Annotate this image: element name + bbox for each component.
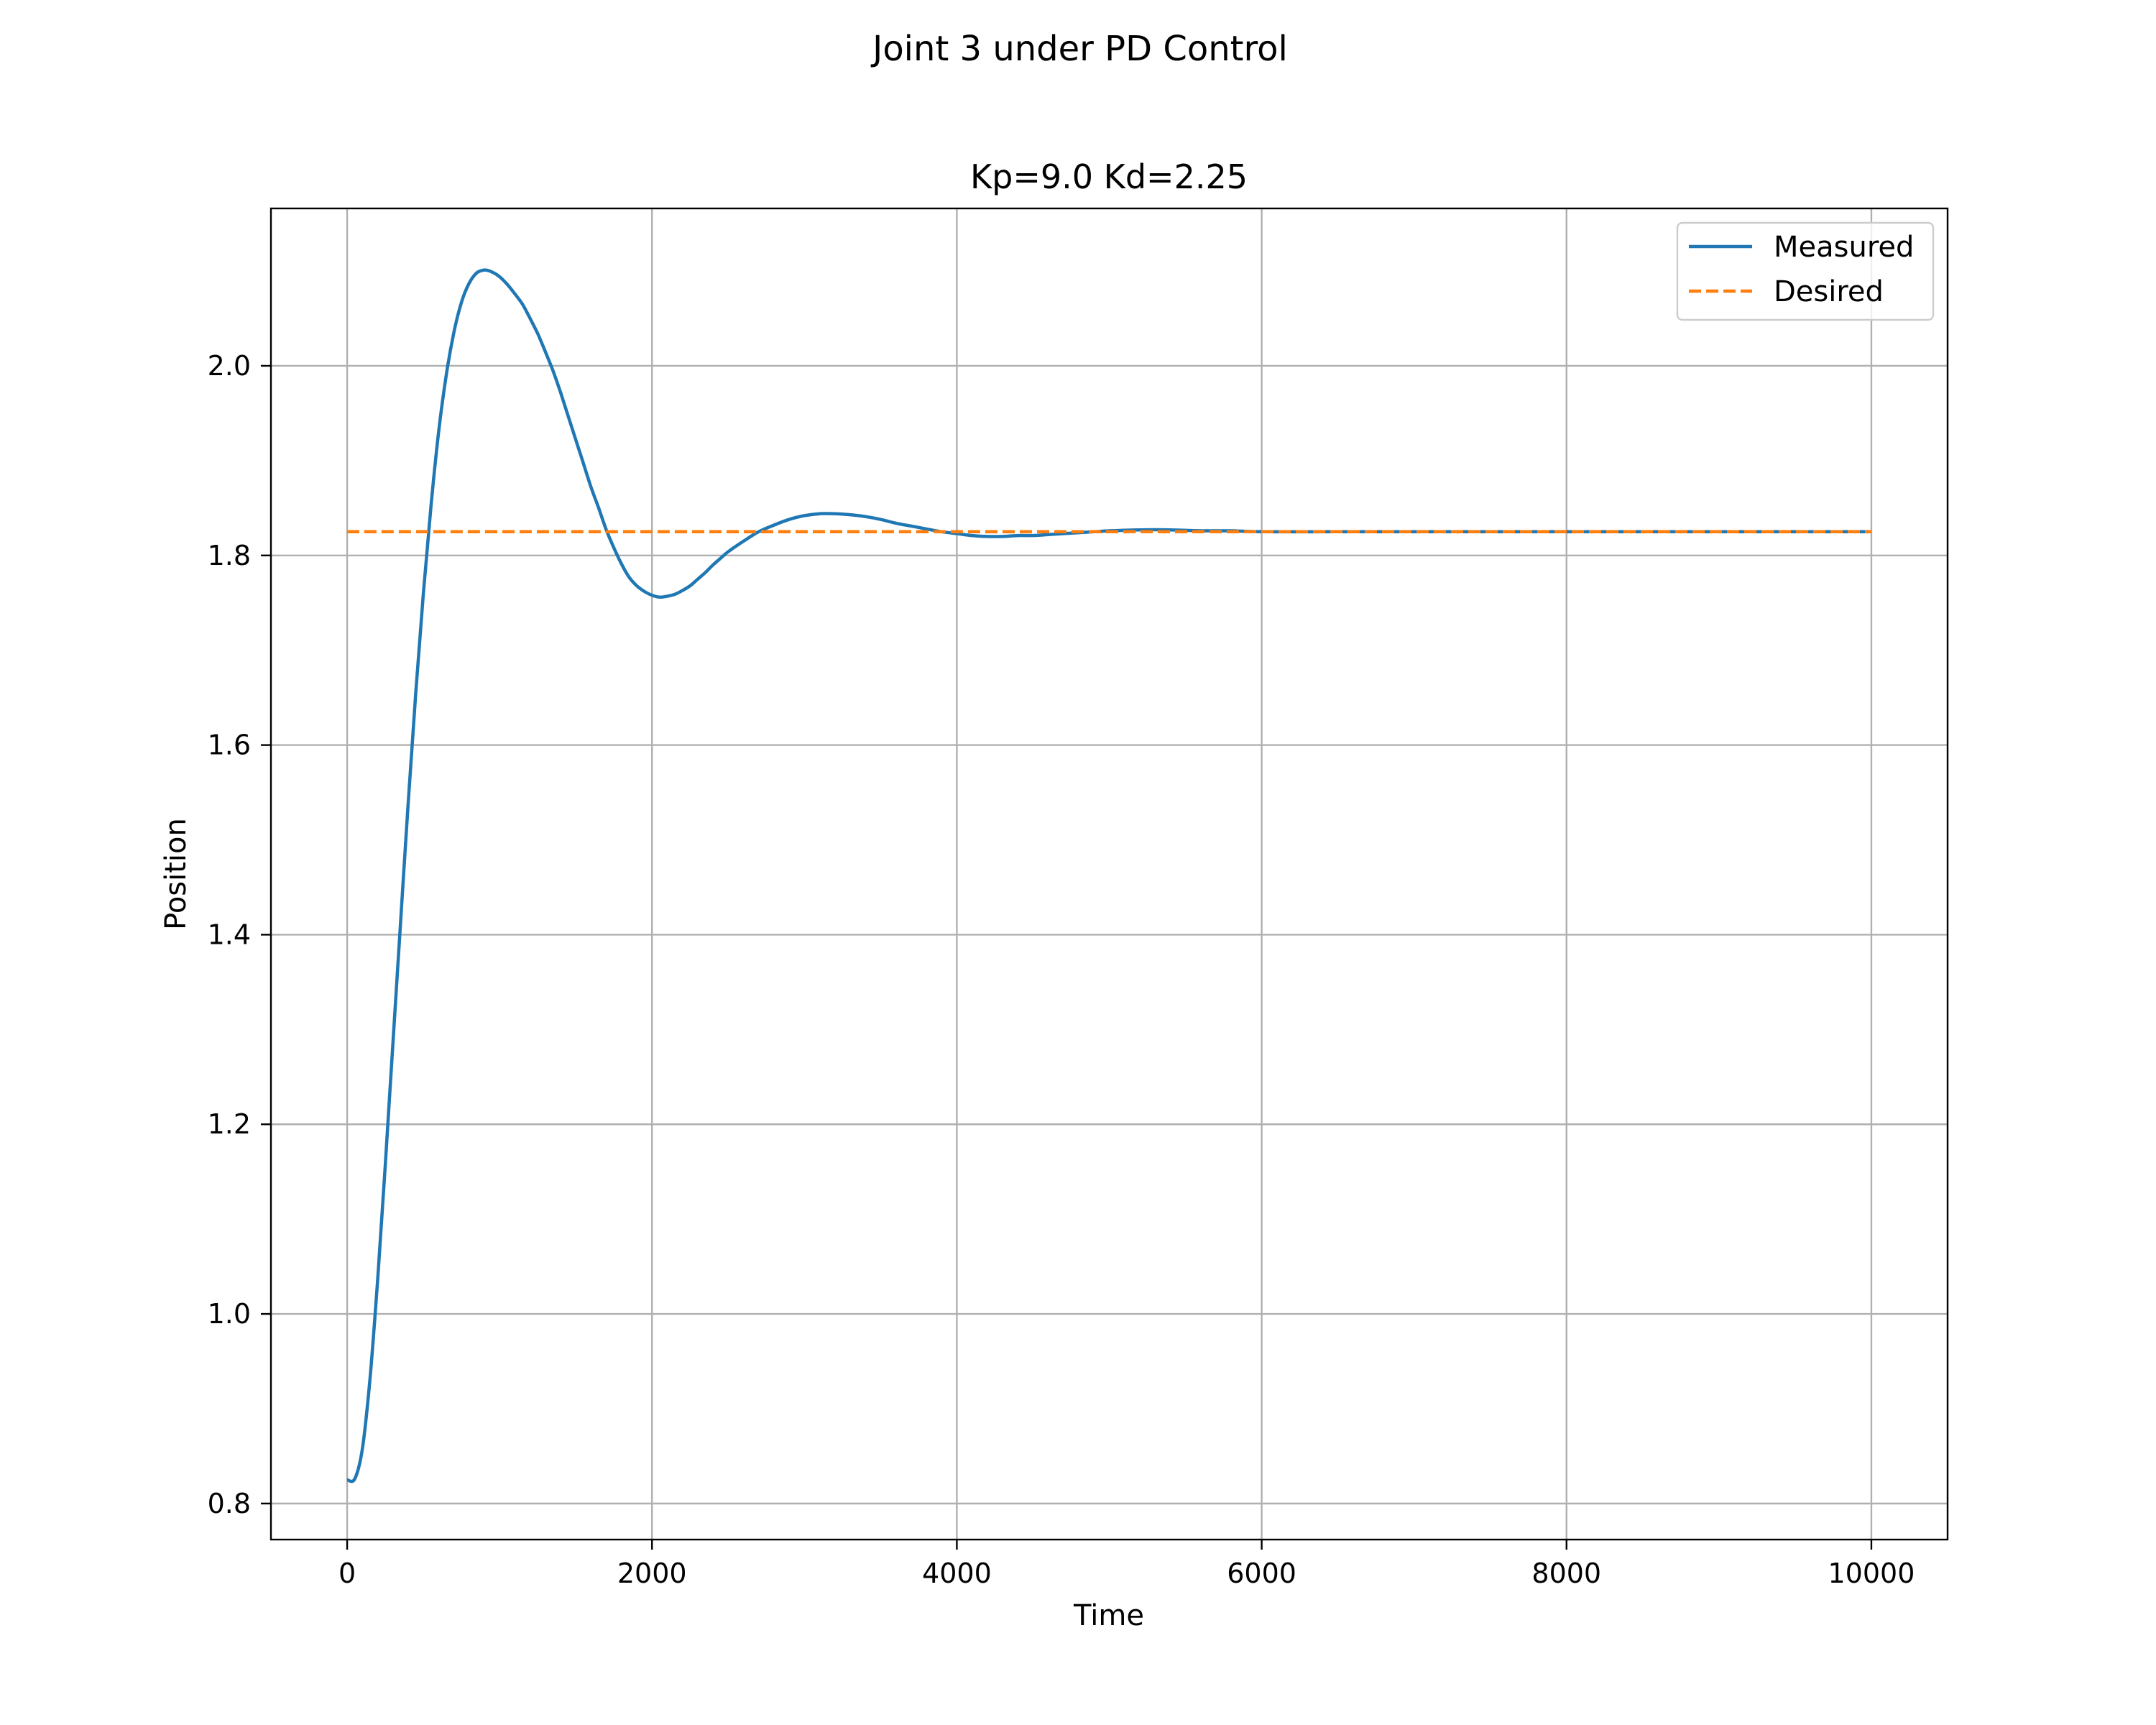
y-tick-label: 1.8 (208, 540, 251, 571)
grid (271, 208, 1948, 1540)
y-tick-label: 1.4 (208, 919, 251, 950)
x-tick-label: 6000 (1227, 1558, 1296, 1589)
x-tick-label: 4000 (922, 1558, 992, 1589)
y-tick-label: 1.6 (208, 730, 251, 761)
y-tick-label: 1.2 (208, 1108, 251, 1140)
y-tick-label: 2.0 (208, 350, 251, 382)
legend-desired-label: Desired (1774, 275, 1884, 308)
y-tick-label: 0.8 (208, 1488, 251, 1519)
x-tick-label: 0 (338, 1558, 356, 1589)
axes-title: Kp=9.0 Kd=2.25 (970, 157, 1248, 196)
x-tick-label: 10000 (1828, 1558, 1915, 1589)
plot-lines (346, 268, 1871, 1484)
x-axis-label: Time (1073, 1599, 1144, 1632)
figure-suptitle: Joint 3 under PD Control (870, 29, 1288, 69)
series-line-measured (346, 268, 1871, 1484)
legend-measured-label: Measured (1774, 231, 1914, 264)
x-tick-label: 2000 (617, 1558, 687, 1589)
axis-ticks: 0 2000 4000 6000 8000 10000 0.8 1.0 1.2 1.4 1.6 1.8… (208, 350, 1915, 1589)
legend: Measured Desired (1676, 221, 1935, 321)
y-axis-label: Position (160, 818, 193, 930)
y-tick-label: 1.0 (208, 1298, 251, 1330)
plot-frame (270, 207, 1949, 1541)
x-tick-label: 8000 (1531, 1558, 1601, 1589)
